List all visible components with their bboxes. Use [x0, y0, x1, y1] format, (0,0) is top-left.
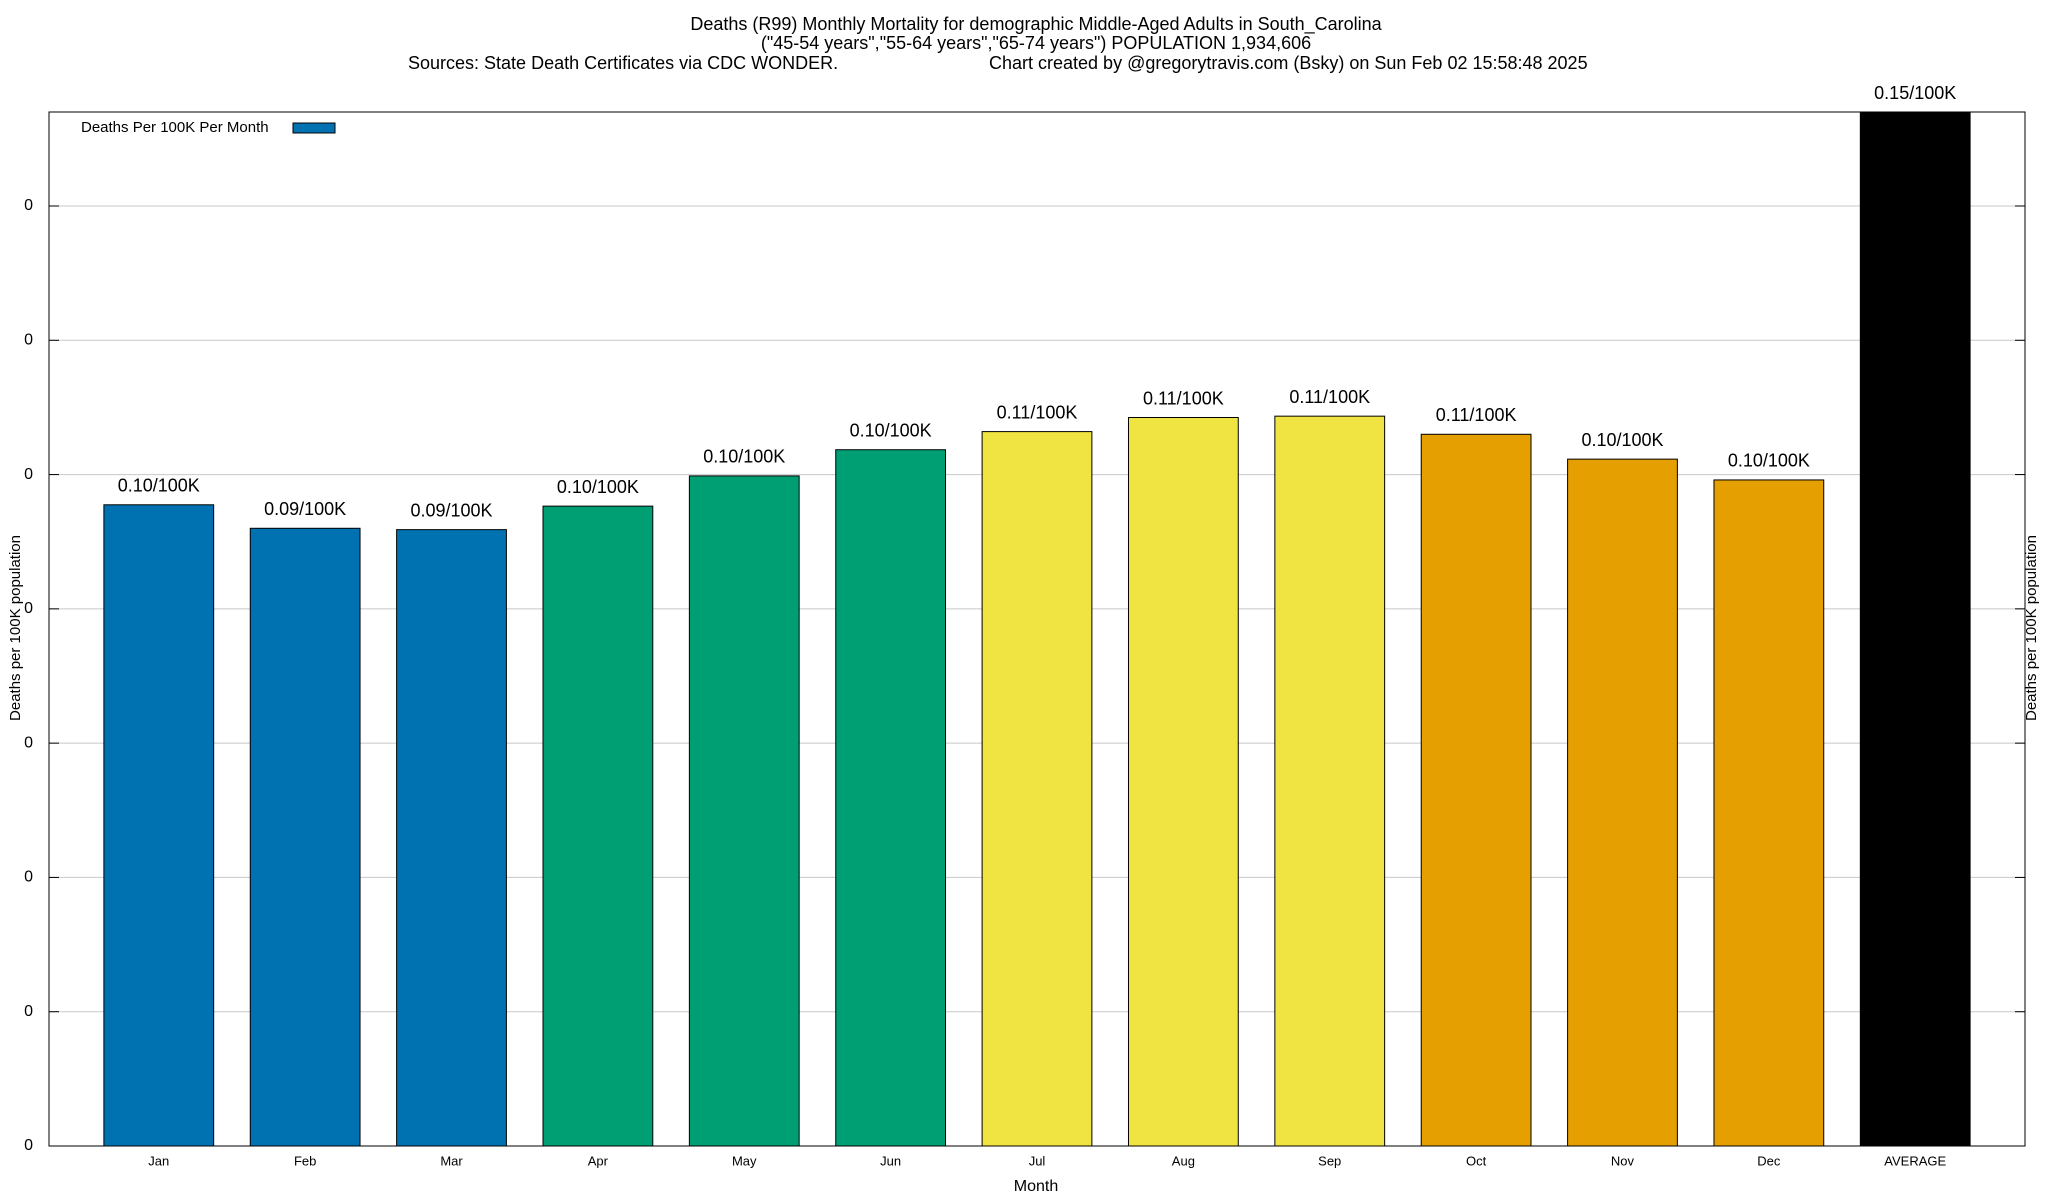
value-label: 0.10/100K [850, 420, 932, 440]
x-tick-label: Jun [880, 1153, 901, 1168]
value-label: 0.11/100K [1289, 387, 1370, 407]
y2-axis-label: Deaths per 100K population [2023, 535, 2040, 721]
bar [249, 527, 361, 1147]
legend-label: Deaths Per 100K Per Month [81, 119, 269, 136]
bar [1420, 433, 1532, 1147]
value-label: 0.09/100K [264, 499, 346, 519]
x-tick-label: Apr [588, 1153, 609, 1168]
x-tick-label: Dec [1757, 1153, 1781, 1168]
value-label: 0.10/100K [703, 447, 785, 467]
y-tick-label: 0 [24, 466, 33, 483]
value-label: 0.11/100K [1436, 405, 1517, 425]
credit-note: Chart created by @gregorytravis.com (Bsk… [989, 53, 1588, 73]
y-tick-label: 0 [24, 734, 33, 751]
x-tick-label: Nov [1611, 1153, 1635, 1168]
x-tick-label: Feb [294, 1153, 316, 1168]
value-label: 0.10/100K [557, 477, 639, 497]
plot-frame [48, 111, 2026, 1147]
value-label: 0.11/100K [1143, 388, 1224, 408]
bar [1567, 458, 1678, 1147]
x-tick-label: AVERAGE [1884, 1153, 1946, 1168]
legend-swatch [292, 122, 336, 134]
bar [396, 529, 507, 1147]
x-tick-label: Jan [148, 1153, 169, 1168]
x-tick-label: May [732, 1153, 757, 1168]
bar [1274, 415, 1386, 1147]
bar [1859, 111, 1971, 1147]
bar [1713, 479, 1825, 1147]
bar [835, 449, 947, 1147]
value-label: 0.11/100K [997, 402, 1078, 422]
bar [1127, 417, 1239, 1147]
chart-subtitle: ("45-54 years","55-64 years","65-74 year… [761, 33, 1311, 53]
y-tick-label: 0 [24, 869, 33, 886]
bar [103, 504, 215, 1147]
value-label: 0.09/100K [410, 500, 492, 520]
x-tick-label: Oct [1466, 1153, 1487, 1168]
x-tick-label: Mar [440, 1153, 463, 1168]
y-tick-label: 0 [24, 600, 33, 617]
value-label: 0.15/100K [1874, 83, 1956, 103]
x-axis-label: Month [1014, 1178, 1058, 1195]
value-label: 0.10/100K [1581, 430, 1663, 450]
source-note: Sources: State Death Certificates via CD… [408, 53, 838, 73]
x-tick-label: Aug [1172, 1153, 1195, 1168]
value-label: 0.10/100K [118, 476, 200, 496]
y-axis-label: Deaths per 100K population [7, 535, 24, 721]
chart-title: Deaths (R99) Monthly Mortality for demog… [690, 14, 1382, 35]
value-label: 0.10/100K [1728, 451, 1810, 471]
bar [542, 505, 654, 1147]
y-tick-label: 0 [24, 332, 33, 349]
x-tick-label: Jul [1029, 1153, 1046, 1168]
y-tick-label: 0 [24, 197, 33, 214]
y-tick-label: 0 [24, 1003, 33, 1020]
bar [688, 475, 800, 1147]
bar [981, 431, 1093, 1147]
x-tick-label: Sep [1318, 1153, 1341, 1168]
y-tick-label: 0 [24, 1137, 33, 1154]
